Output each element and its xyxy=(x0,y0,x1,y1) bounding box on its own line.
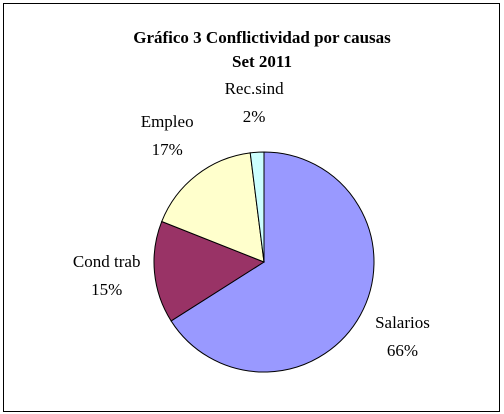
slice-label: Empleo xyxy=(141,112,194,131)
slice-label: Cond trab xyxy=(73,252,141,271)
pie-slice xyxy=(153,220,266,322)
value-label: 66% xyxy=(387,341,418,360)
pie-slice xyxy=(170,151,375,373)
value-label: 15% xyxy=(91,280,122,299)
slice-label: Rec.sind xyxy=(225,79,285,98)
slice-label: Salarios xyxy=(375,313,430,332)
value-label: 17% xyxy=(152,140,183,159)
pie-slice xyxy=(161,152,265,263)
pie-slice xyxy=(249,151,265,263)
value-label: 2% xyxy=(243,107,266,126)
chart-title: Gráfico 3 Conflictividad por causas xyxy=(133,28,391,47)
chart-subtitle: Set 2011 xyxy=(232,52,292,71)
